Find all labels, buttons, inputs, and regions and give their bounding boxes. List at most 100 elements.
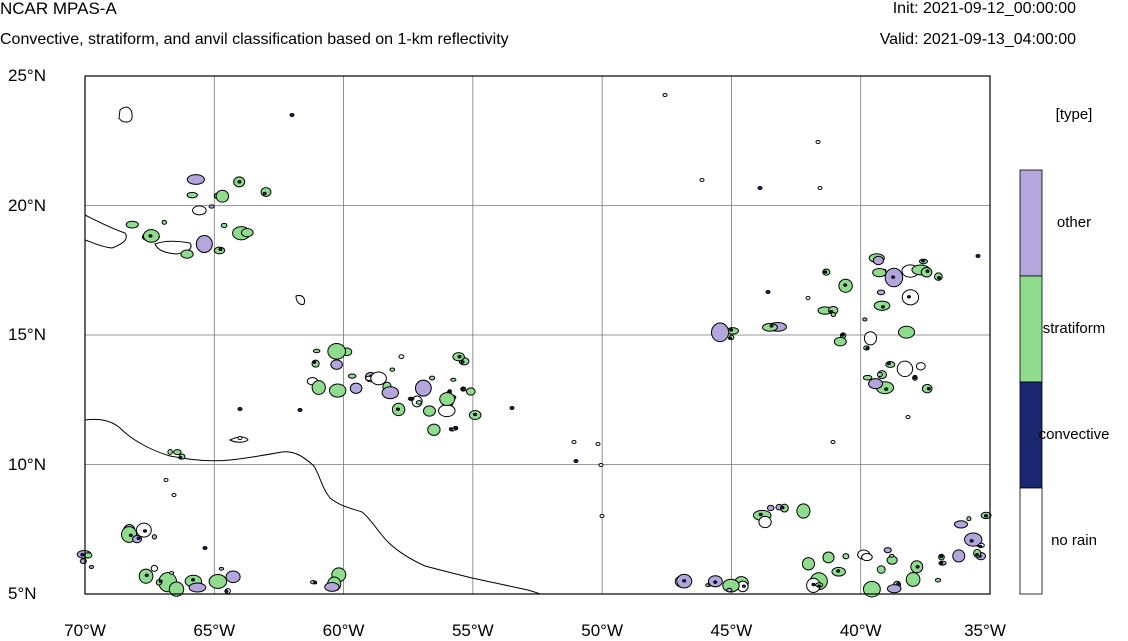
isolated-cell bbox=[805, 296, 811, 300]
convective-cell bbox=[836, 569, 841, 573]
isolated-cell bbox=[202, 546, 208, 550]
precip-cell bbox=[438, 404, 456, 418]
precip-cell bbox=[349, 382, 363, 394]
precip-cell bbox=[872, 267, 887, 278]
convective-cell bbox=[978, 544, 983, 549]
map-gridlines bbox=[84, 75, 991, 595]
colorbar-segment-other bbox=[1019, 169, 1043, 277]
colorbar-label: stratiform bbox=[1042, 320, 1106, 337]
longitude-tick-label: 35°W bbox=[964, 621, 1006, 640]
precip-cell bbox=[872, 255, 884, 266]
precip-cell bbox=[766, 504, 775, 512]
convective-cell bbox=[460, 387, 465, 391]
convective-cell bbox=[983, 514, 988, 518]
convective-cell bbox=[906, 295, 911, 299]
convective-cell bbox=[148, 234, 153, 238]
convective-cell bbox=[727, 336, 732, 340]
precip-cell bbox=[896, 360, 914, 378]
precip-cell bbox=[905, 572, 921, 587]
convective-cell bbox=[409, 397, 414, 401]
precip-cell bbox=[220, 222, 228, 229]
precip-cell bbox=[389, 367, 396, 372]
isolated-cell bbox=[237, 436, 243, 440]
precip-cell bbox=[934, 577, 942, 583]
precip-cell bbox=[953, 520, 968, 529]
precip-cell bbox=[218, 566, 225, 571]
precip-cell bbox=[330, 359, 343, 370]
isolated-cell bbox=[595, 442, 601, 446]
convective-cell bbox=[218, 247, 223, 252]
precip-cell bbox=[327, 342, 346, 360]
convective-cell bbox=[447, 389, 452, 393]
longitude-tick-label: 70°W bbox=[64, 621, 106, 640]
convective-cell bbox=[312, 360, 317, 364]
isolated-cell bbox=[163, 478, 169, 482]
precip-cell bbox=[192, 205, 207, 216]
convective-cell bbox=[448, 427, 453, 431]
precip-cell bbox=[711, 322, 730, 343]
precip-cell bbox=[450, 377, 457, 382]
convective-cell bbox=[969, 539, 974, 543]
convective-cell bbox=[843, 283, 848, 287]
precip-cell bbox=[88, 565, 95, 569]
precip-cell bbox=[324, 582, 340, 592]
precip-cell bbox=[889, 553, 895, 558]
convective-cell bbox=[191, 577, 196, 582]
longitude-tick-label: 40°W bbox=[839, 621, 882, 640]
precip-cell bbox=[169, 571, 175, 575]
convective-cell bbox=[144, 573, 149, 577]
latitude-tick-label: 25°N bbox=[8, 66, 46, 85]
longitude-tick-label: 55°W bbox=[451, 621, 494, 640]
convective-cell bbox=[128, 533, 133, 537]
isolated-cell bbox=[297, 408, 303, 412]
isolated-cell bbox=[289, 113, 295, 117]
isolated-cell bbox=[662, 93, 668, 97]
precip-cell bbox=[465, 387, 476, 396]
convective-cell bbox=[975, 552, 980, 557]
precip-cell bbox=[822, 551, 835, 564]
precip-cell bbox=[83, 552, 93, 559]
init-time: Init: 2021-09-12_00:00:00 bbox=[892, 0, 1076, 17]
precip-cell bbox=[311, 380, 326, 395]
precip-cell bbox=[830, 311, 837, 318]
precip-cell bbox=[915, 362, 926, 371]
isolated-cell bbox=[905, 415, 911, 419]
precip-cell bbox=[876, 289, 886, 296]
precip-cell bbox=[186, 191, 198, 199]
coastline-barbados bbox=[295, 295, 305, 305]
precip-cell bbox=[952, 549, 966, 563]
convective-cell bbox=[313, 580, 318, 585]
precip-cell bbox=[842, 553, 850, 560]
precip-cell bbox=[150, 564, 159, 572]
colorbar-label: no rain bbox=[1051, 532, 1097, 549]
precip-cell bbox=[125, 220, 139, 229]
convective-cell bbox=[729, 328, 734, 332]
precip-cell bbox=[195, 235, 213, 253]
coastline-small-island bbox=[118, 106, 133, 123]
longitude-tick-label: 60°W bbox=[322, 621, 365, 640]
coastline-south-america bbox=[84, 418, 541, 595]
convective-cell bbox=[896, 581, 901, 586]
convective-cell bbox=[915, 565, 920, 569]
colorbar-label: convective bbox=[1038, 426, 1110, 443]
precip-cell bbox=[801, 557, 816, 571]
convective-cell bbox=[817, 584, 822, 588]
valid-time: Valid: 2021-09-13_04:00:00 bbox=[879, 31, 1076, 48]
precip-cell bbox=[726, 587, 733, 593]
isolated-cell bbox=[699, 178, 705, 182]
latitude-tick-label: 20°N bbox=[8, 195, 46, 215]
precip-cell bbox=[215, 189, 230, 203]
precip-cell bbox=[347, 373, 357, 379]
convective-cell bbox=[178, 456, 183, 460]
convective-cell bbox=[713, 580, 718, 584]
isolated-cell bbox=[830, 440, 836, 444]
longitude-tick-label: 50°W bbox=[581, 621, 624, 640]
precip-cell bbox=[240, 228, 254, 238]
precip-cell bbox=[862, 580, 881, 598]
convective-cell bbox=[473, 412, 478, 417]
precip-cell bbox=[370, 371, 387, 386]
precip-cell bbox=[863, 331, 878, 346]
colorbar-label: other bbox=[1056, 214, 1092, 231]
precip-cell bbox=[439, 392, 456, 407]
latitude-tick-label: 5°N bbox=[8, 584, 37, 603]
